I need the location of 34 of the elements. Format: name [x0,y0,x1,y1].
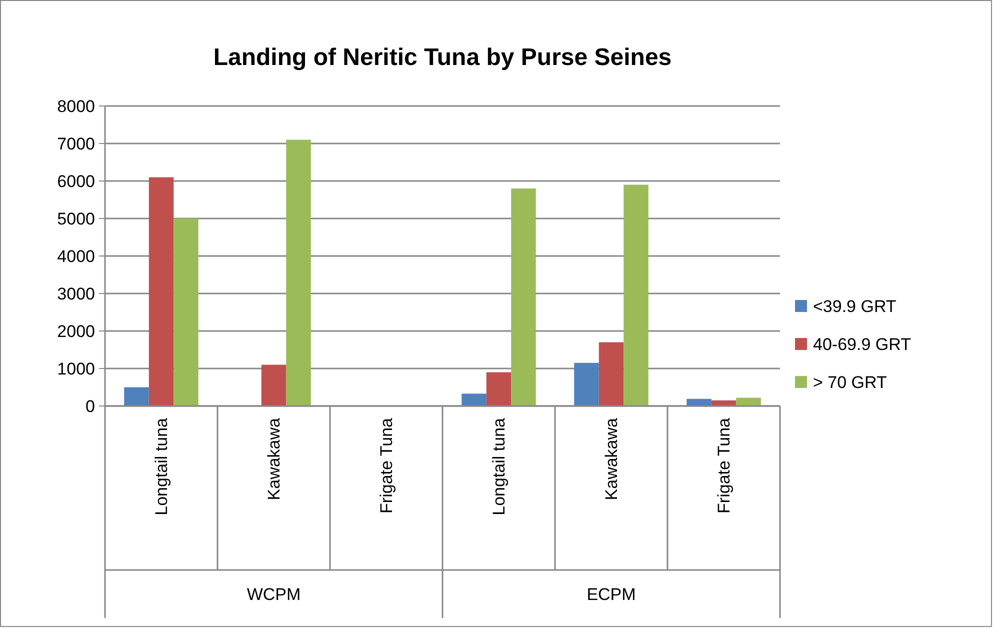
text: WCPM [246,584,301,604]
x-tick-label: Kawakawa [602,417,622,500]
y-tick-label: 6000 [57,172,95,191]
bar [574,362,599,406]
x-tick-label: Frigate Tuna [714,417,734,514]
x-tick-label: Longtail tuna [152,417,172,516]
x-tick-label: Frigate Tuna [377,417,396,514]
bar [511,188,536,406]
y-tick-label: 4000 [57,246,95,266]
bar [174,218,198,406]
y-tick-label: 2000 [57,322,95,341]
bar [624,184,648,406]
legend-label: 40-69.9 GRT [813,334,911,354]
x-tick-label: Longtail tuna [490,417,509,516]
y-tick-label: 8000 [57,96,95,116]
chart-title: Landing of Neritic Tuna by Purse Seines [213,44,672,71]
bar [124,387,149,406]
y-tick-label: 3000 [57,284,95,304]
legend-label: > 70 GRT [813,372,887,392]
bar [686,398,712,406]
bar [486,372,512,406]
y-tick-label: 7000 [57,134,95,154]
bar [261,364,286,406]
y-tick-label: 5000 [57,209,95,228]
text: ECPM [586,584,636,604]
bar [598,342,624,406]
y-tick-label: 1000 [57,359,95,378]
bar [462,394,486,406]
bar [736,398,761,406]
y-tick-label: 0 [86,396,95,416]
x-tick-label: Kawakawa [264,417,284,500]
legend-label: <39.9 GRT [813,296,896,316]
bar [148,177,174,406]
bar [286,140,311,406]
